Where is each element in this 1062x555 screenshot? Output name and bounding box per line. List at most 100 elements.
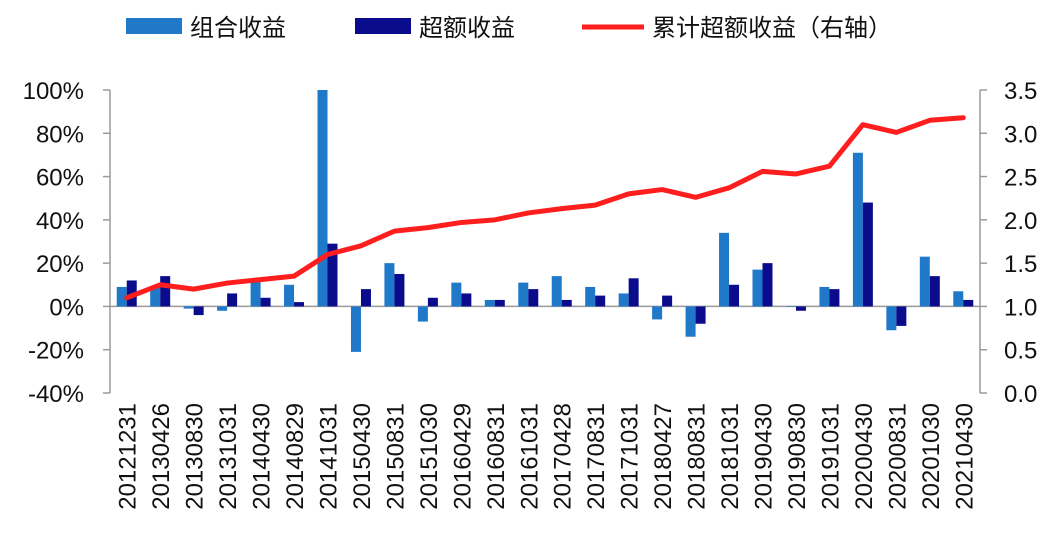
bar-excess	[461, 293, 472, 307]
y-right-tick-label: 3.0	[1004, 121, 1037, 148]
bar-portfolio	[886, 306, 897, 331]
legend-label-cumulative: 累计超额收益（右轴）	[652, 14, 892, 42]
x-tick-label: 20140430	[249, 403, 276, 510]
x-tick-label: 20121231	[115, 403, 142, 510]
bar-portfolio	[417, 306, 428, 322]
bar-portfolio	[819, 286, 830, 307]
bar-excess	[929, 276, 940, 307]
x-tick-label: 20151030	[416, 403, 443, 510]
y-right-tick-label: 0.5	[1004, 338, 1037, 365]
bar-portfolio	[652, 306, 663, 320]
y-right-tick-label: 1.0	[1004, 294, 1037, 321]
bar-excess	[561, 299, 572, 307]
y-left-tick-label: 100%	[23, 78, 84, 105]
y-left-tick-label: -40%	[28, 381, 84, 408]
y-right-tick-label: 2.0	[1004, 208, 1037, 235]
point-cumulative-excess	[493, 218, 497, 222]
bar-portfolio	[752, 269, 763, 307]
y-right-tick-label: 0.0	[1004, 381, 1037, 408]
point-cumulative-excess	[426, 226, 430, 230]
legend: 组合收益 超额收益 累计超额收益（右轴）	[126, 14, 892, 42]
x-tick-label: 20130830	[182, 403, 209, 510]
bar-portfolio	[785, 306, 796, 307]
x-tick-label: 20200831	[884, 403, 911, 510]
bar-portfolio	[384, 263, 395, 307]
legend-swatch-portfolio	[126, 18, 182, 34]
plot-area: 100% 80% 60% 40% 20% 0% -20% -40% 3.5 3.0 2.5 2.0 1.…	[23, 78, 1038, 510]
bar-excess	[628, 278, 639, 307]
x-tick-label: 20201030	[918, 403, 945, 510]
point-cumulative-excess	[560, 207, 564, 211]
bar-portfolio	[451, 282, 462, 307]
bar-excess	[762, 263, 773, 307]
bar-excess	[662, 295, 673, 307]
point-cumulative-excess	[727, 186, 731, 190]
point-cumulative-excess	[660, 188, 664, 192]
legend-label-portfolio: 组合收益	[190, 14, 286, 42]
bar-excess	[729, 284, 740, 307]
x-tick-label: 20160429	[449, 403, 476, 510]
bar-excess	[595, 295, 606, 307]
point-cumulative-excess	[225, 281, 229, 285]
x-tick-label: 20180427	[650, 403, 677, 510]
y-left-tick-label: 20%	[36, 251, 84, 278]
bar-excess	[327, 243, 338, 307]
bar-excess	[160, 276, 171, 307]
x-tick-label: 20141031	[316, 403, 343, 510]
bar-portfolio	[284, 284, 295, 307]
x-tick-label: 20190430	[751, 403, 778, 510]
y-right-tick-label: 1.5	[1004, 251, 1037, 278]
point-cumulative-excess	[627, 192, 631, 196]
legend-swatch-excess	[355, 18, 411, 34]
y-left-tick-label: 40%	[36, 208, 84, 235]
bar-portfolio	[852, 152, 863, 307]
bar-excess	[862, 202, 873, 307]
point-cumulative-excess	[861, 123, 865, 127]
bar-portfolio	[217, 306, 228, 311]
x-tick-label: 20170428	[550, 403, 577, 510]
bar-portfolio	[183, 306, 194, 309]
y-right-tick-label: 2.5	[1004, 165, 1037, 192]
point-cumulative-excess	[192, 287, 196, 291]
bar-portfolio	[116, 286, 127, 307]
point-cumulative-excess	[694, 195, 698, 199]
point-cumulative-excess	[125, 296, 129, 300]
x-tick-label: 20150430	[349, 403, 376, 510]
x-tick-label: 20150831	[382, 403, 409, 510]
bar-excess	[294, 302, 305, 307]
bar-excess	[394, 273, 405, 307]
y-left-tick-label: 80%	[36, 121, 84, 148]
bar-portfolio	[484, 299, 495, 307]
bar-excess	[227, 293, 238, 307]
y-right-tick-label: 3.5	[1004, 78, 1037, 105]
x-tick-label: 20190830	[784, 403, 811, 510]
x-tick-label: 20171031	[617, 403, 644, 510]
bar-excess	[695, 306, 706, 324]
bar-excess	[260, 297, 271, 307]
point-cumulative-excess	[894, 130, 898, 134]
x-tick-label: 20161031	[516, 403, 543, 510]
point-cumulative-excess	[794, 172, 798, 176]
bar-portfolio	[585, 286, 596, 307]
point-cumulative-excess	[827, 164, 831, 168]
y-left-tick-label: 60%	[36, 165, 84, 192]
bar-excess	[427, 297, 438, 307]
x-tick-label: 20180831	[684, 403, 711, 510]
bar-portfolio	[618, 293, 629, 307]
x-tick-label: 20181031	[717, 403, 744, 510]
bar-portfolio	[518, 282, 529, 307]
point-cumulative-excess	[359, 244, 363, 248]
x-tick-label: 20140829	[282, 403, 309, 510]
bar-portfolio	[250, 280, 261, 307]
bar-excess	[896, 306, 907, 326]
bar-excess	[528, 289, 539, 307]
bar-portfolio	[719, 232, 730, 307]
point-cumulative-excess	[928, 118, 932, 122]
x-tick-label: 20130426	[148, 403, 175, 510]
point-cumulative-excess	[326, 252, 329, 256]
point-cumulative-excess	[259, 278, 263, 282]
point-cumulative-excess	[526, 211, 530, 215]
bar-excess	[963, 299, 974, 307]
bar-portfolio	[150, 286, 161, 307]
